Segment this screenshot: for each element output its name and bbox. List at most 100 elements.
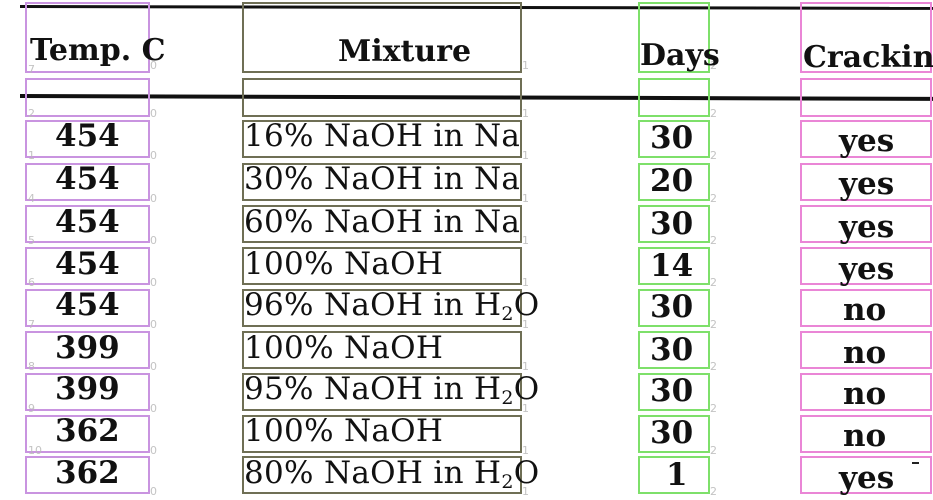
cell-box-cracking — [800, 2, 932, 73]
column-header-temp: Temp. C — [30, 33, 166, 68]
row-index-label: 10 — [28, 444, 42, 457]
cell-box-mixture — [242, 247, 522, 285]
cell-box-temp — [25, 78, 150, 117]
mixture-text: 100% NaOH — [244, 413, 444, 449]
temperature-cell: 362 — [55, 413, 120, 449]
cell-box-temp — [25, 456, 150, 494]
days-cell: 30 — [650, 373, 694, 409]
cell-box-temp — [25, 373, 150, 411]
cell-box-days — [638, 373, 710, 411]
cell-box-temp — [25, 415, 150, 453]
temperature-cell: 454 — [55, 287, 120, 323]
days-cell: 20 — [650, 163, 694, 199]
cell-box-cracking — [800, 456, 932, 494]
stray-mark — [912, 462, 919, 464]
column-header-cracking: Cracking — [803, 40, 933, 75]
cell-box-days — [638, 456, 710, 494]
column-index-label: 0 — [150, 444, 157, 457]
cell-box-mixture — [242, 78, 522, 117]
cell-box-mixture — [242, 415, 522, 453]
column-index-label: 2 — [710, 59, 717, 72]
cell-box-mixture — [242, 373, 522, 411]
cell-box-mixture — [242, 120, 522, 158]
column-index-label: 1 — [522, 276, 529, 289]
mixture-text: 100% NaOH — [244, 330, 444, 366]
column-index-label: 0 — [150, 192, 157, 205]
days-cell: 30 — [650, 120, 694, 156]
cell-box-cracking — [800, 415, 932, 453]
column-index-label: 1 — [522, 59, 529, 72]
mixture-text: 60% NaOH in Na — [244, 204, 521, 240]
row-index-label: 9 — [28, 402, 35, 415]
mixture-cell: 95% NaOH in H2O — [244, 374, 539, 408]
column-index-label: 1 — [522, 444, 529, 457]
mixture-cell: 16% NaOH in Na — [244, 121, 520, 152]
column-index-label: 0 — [150, 149, 157, 162]
mixture-cell: 96% NaOH in H2O — [244, 290, 539, 324]
column-index-label: 2 — [710, 318, 717, 331]
column-index-label: 0 — [150, 234, 157, 247]
column-index-label: 0 — [150, 59, 157, 72]
column-index-label: 1 — [522, 107, 529, 120]
row-index-label: 4 — [28, 192, 35, 205]
mixture-text: 100% NaOH — [244, 246, 444, 282]
cell-box-mixture — [242, 331, 522, 369]
cracking-cell: no — [843, 418, 887, 454]
cell-box-mixture — [242, 205, 522, 243]
cell-box-cracking — [800, 289, 932, 327]
mixture-subscript: 2 — [501, 303, 514, 325]
row-index-label: 5 — [28, 234, 35, 247]
mixture-suffix: O — [513, 371, 540, 407]
cell-box-days — [638, 415, 710, 453]
days-cell: 30 — [650, 289, 694, 325]
mixture-cell: 100% NaOH — [244, 333, 443, 364]
mixture-subscript: 2 — [501, 471, 514, 493]
cracking-cell: no — [843, 335, 887, 371]
mixture-text: 96% NaOH in H — [244, 287, 502, 323]
cell-box-cracking — [800, 205, 932, 243]
cell-box-days — [638, 331, 710, 369]
mixture-text: 95% NaOH in H — [244, 371, 502, 407]
row-index-label: 6 — [28, 276, 35, 289]
cell-box-cracking — [800, 331, 932, 369]
column-index-label: 2 — [710, 444, 717, 457]
column-index-label: 1 — [522, 402, 529, 415]
temperature-cell: 454 — [55, 246, 120, 282]
cell-box-temp — [25, 2, 150, 73]
column-index-label: 2 — [710, 107, 717, 120]
cell-box-cracking — [800, 120, 932, 158]
cell-box-days — [638, 78, 710, 117]
days-cell: 1 — [666, 457, 688, 493]
mixture-text: 80% NaOH in H — [244, 455, 502, 491]
days-cell: 14 — [650, 248, 694, 284]
row-index-label: 7 — [28, 63, 35, 76]
temperature-cell: 454 — [55, 204, 120, 240]
temperature-cell: 399 — [55, 371, 120, 407]
days-cell: 30 — [650, 206, 694, 242]
cracking-cell: yes — [839, 209, 895, 245]
cell-box-temp — [25, 247, 150, 285]
mixture-subscript: 2 — [501, 387, 514, 409]
cell-box-mixture — [242, 163, 522, 201]
mixture-cell: 80% NaOH in H2O — [244, 458, 539, 492]
mixture-suffix: O — [513, 287, 540, 323]
temperature-cell: 399 — [55, 330, 120, 366]
cell-box-mixture — [242, 2, 522, 73]
row-index-label: 8 — [28, 360, 35, 373]
cell-box-days — [638, 289, 710, 327]
column-index-label: 2 — [710, 402, 717, 415]
column-index-label: 1 — [522, 192, 529, 205]
cell-box-mixture — [242, 456, 522, 494]
mixture-cell: 60% NaOH in Na — [244, 207, 520, 238]
cell-box-days — [638, 247, 710, 285]
temperature-cell: 454 — [55, 118, 120, 154]
cell-box-temp — [25, 205, 150, 243]
mixture-text: 30% NaOH in Na — [244, 161, 521, 197]
column-index-label: 1 — [522, 360, 529, 373]
column-index-label: 2 — [710, 485, 717, 498]
mixture-cell: 100% NaOH — [244, 249, 443, 280]
column-index-label: 1 — [522, 485, 529, 498]
cell-box-cracking — [800, 247, 932, 285]
cracking-cell: yes — [839, 251, 895, 287]
cell-box-temp — [25, 120, 150, 158]
